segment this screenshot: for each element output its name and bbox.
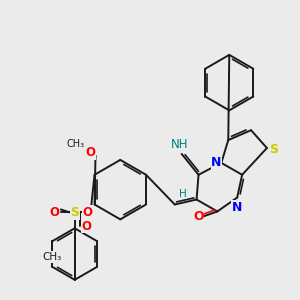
Text: S: S	[269, 142, 278, 155]
Text: H: H	[179, 189, 187, 199]
Text: O: O	[85, 146, 96, 160]
Text: O: O	[49, 206, 59, 219]
Text: S: S	[70, 206, 79, 219]
Text: O: O	[82, 206, 93, 219]
Text: CH₃: CH₃	[67, 139, 85, 149]
Text: N: N	[232, 201, 242, 214]
Text: NH: NH	[171, 138, 188, 151]
Text: CH₃: CH₃	[43, 252, 62, 262]
Text: O: O	[82, 220, 92, 233]
Text: N: N	[211, 156, 222, 170]
Text: O: O	[193, 210, 204, 223]
